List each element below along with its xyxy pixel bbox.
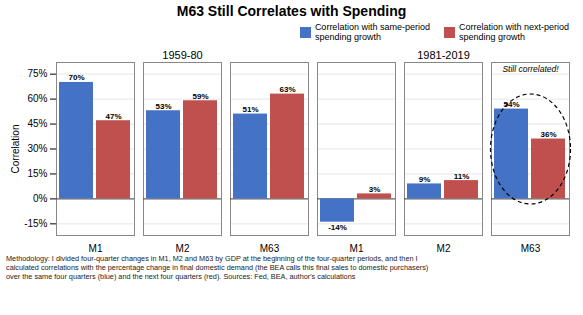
svg-text:36%: 36%: [540, 130, 556, 139]
html-text:M63 Still Correlates with Spen: M63 Still Correlates with Spending: [176, 3, 407, 19]
svg-text:Correlation: Correlation: [10, 125, 21, 174]
svg-text:54%: 54%: [503, 100, 519, 109]
svg-text:-15%: -15%: [24, 218, 47, 229]
svg-text:11%: 11%: [454, 172, 470, 181]
svg-text:1981-2019: 1981-2019: [417, 49, 470, 61]
svg-text:30%: 30%: [27, 143, 47, 154]
svg-text:M2: M2: [437, 243, 451, 254]
svg-text:M63: M63: [521, 243, 541, 254]
html-text:Correlation with same-period s: Correlation with same-period spending gr…: [314, 22, 430, 42]
svg-text:63%: 63%: [279, 85, 295, 94]
svg-text:9%: 9%: [419, 175, 431, 184]
svg-text:70%: 70%: [68, 73, 84, 82]
svg-text:-14%: -14%: [328, 223, 347, 232]
svg-text:3%: 3%: [369, 185, 381, 194]
svg-text:M63: M63: [260, 243, 280, 254]
svg-text:75%: 75%: [27, 68, 47, 79]
svg-text:59%: 59%: [192, 92, 208, 101]
svg-text:M2: M2: [176, 243, 190, 254]
html-text:Methodology: I divided four-qu: Methodology: I divided four-quarter chan…: [6, 254, 429, 281]
svg-text:45%: 45%: [27, 118, 47, 129]
svg-text:0%: 0%: [33, 193, 48, 204]
svg-text:51%: 51%: [242, 105, 258, 114]
html-text:Correlation with next-period s: Correlation with next-period spending gr…: [458, 22, 569, 42]
svg-text:1959-80: 1959-80: [162, 49, 202, 61]
svg-text:M1: M1: [89, 243, 103, 254]
svg-text:Still correlated!: Still correlated!: [502, 64, 559, 74]
svg-text:15%: 15%: [27, 168, 47, 179]
svg-text:47%: 47%: [105, 112, 121, 121]
svg-text:53%: 53%: [155, 102, 171, 111]
svg-text:60%: 60%: [27, 93, 47, 104]
svg-text:M1: M1: [350, 243, 364, 254]
